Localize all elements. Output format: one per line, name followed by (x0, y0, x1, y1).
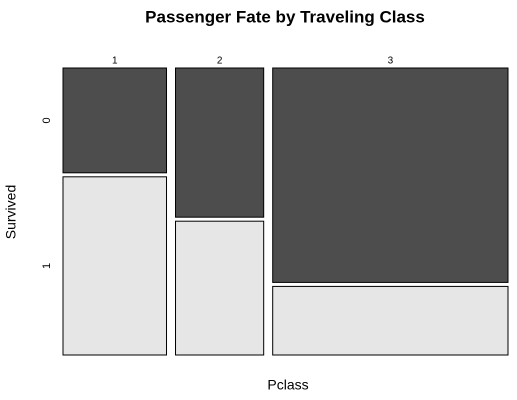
column-label: 3 (388, 56, 394, 67)
mosaic-cell (272, 67, 509, 283)
mosaic-cell (62, 176, 168, 356)
y-axis-title: Survived (3, 185, 19, 239)
mosaic-cell (175, 220, 265, 356)
row-label: 1 (41, 263, 53, 269)
row-label: 0 (41, 117, 53, 123)
column-label: 2 (217, 56, 223, 67)
x-axis-title: Pclass (267, 377, 308, 393)
mosaic-cell (175, 67, 265, 218)
mosaic-cell (62, 67, 168, 174)
chart-title: Passenger Fate by Traveling Class (145, 7, 425, 26)
mosaic-cell (272, 285, 509, 356)
column-label: 1 (112, 56, 118, 67)
